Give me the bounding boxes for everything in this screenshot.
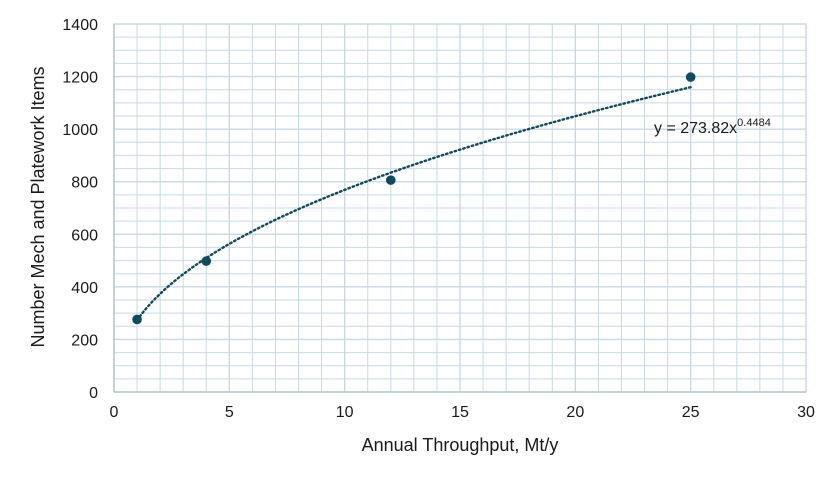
y-tick-label: 800 (71, 175, 98, 192)
y-axis-label: Number Mech and Platework Items (28, 66, 48, 347)
x-tick-label: 15 (451, 404, 469, 421)
data-point (132, 314, 142, 325)
x-tick-label: 30 (797, 404, 815, 421)
data-points (132, 72, 696, 325)
x-tick-label: 0 (110, 404, 119, 421)
y-tick-label: 0 (89, 385, 98, 402)
x-tick-label: 10 (336, 404, 354, 421)
x-axis-ticks: 0 5 10 15 20 25 30 (110, 404, 815, 421)
x-tick-label: 20 (566, 404, 584, 421)
chart-grid (113, 23, 807, 393)
y-tick-label: 1200 (62, 70, 98, 87)
x-axis-label: Annual Throughput, Mt/y (362, 435, 559, 455)
y-tick-label: 600 (71, 227, 98, 244)
data-point (386, 175, 396, 185)
y-tick-label: 1000 (62, 122, 98, 139)
y-tick-label: 200 (71, 332, 98, 349)
y-tick-label: 1400 (62, 17, 98, 34)
trendline (135, 86, 692, 322)
trendline-equation-base: y = 273.82x (654, 120, 737, 137)
x-tick-label: 25 (682, 404, 700, 421)
trendline-equation-exponent: 0.4484 (737, 117, 771, 129)
y-tick-label: 400 (71, 280, 98, 297)
data-point (685, 72, 696, 82)
trendline-equation: y = 273.82x0.4484 (654, 117, 771, 137)
y-axis-ticks: 0 200 400 600 800 1000 1200 1400 (62, 17, 98, 402)
x-tick-label: 5 (225, 404, 234, 421)
data-point (201, 256, 212, 266)
